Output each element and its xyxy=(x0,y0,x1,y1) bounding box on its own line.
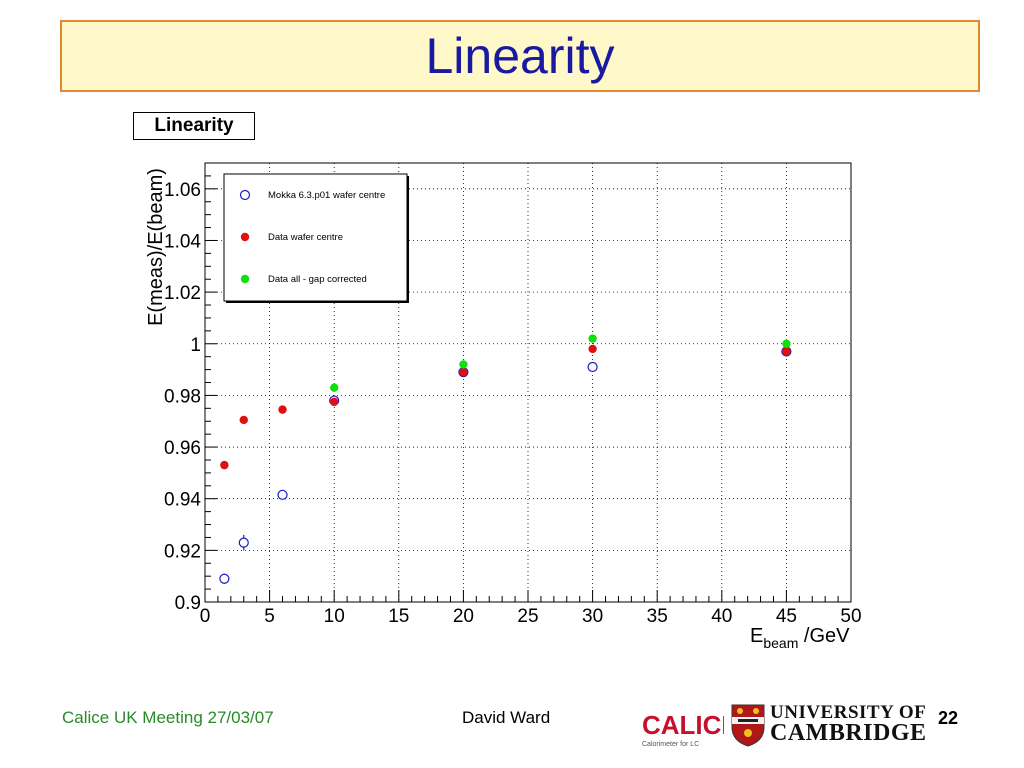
y-tick-label: 1.06 xyxy=(164,180,201,201)
y-tick-label: 0.96 xyxy=(164,438,201,459)
x-tick-label: 25 xyxy=(517,606,538,627)
y-tick-label: 1.02 xyxy=(164,283,201,304)
data-point-wafer-centre xyxy=(330,397,339,407)
data-point-mokka xyxy=(238,537,249,548)
x-tick-label: 0 xyxy=(200,606,211,627)
data-point-mokka xyxy=(277,489,288,500)
y-tick-label: 0.9 xyxy=(175,593,201,614)
cambridge-logo: UNIVERSITY OF CAMBRIDGE xyxy=(730,702,936,748)
cambridge-crest-icon xyxy=(731,704,765,747)
x-tick-label: 50 xyxy=(840,606,861,627)
data-point-wafer-centre xyxy=(220,460,229,470)
legend-marker xyxy=(240,274,250,284)
y-tick-label: 0.98 xyxy=(164,386,201,407)
data-point-gap-corrected xyxy=(330,383,339,392)
x-axis-label: Ebeam /GeV xyxy=(750,625,850,651)
x-tick-label: 10 xyxy=(324,606,345,627)
data-point-wafer-centre xyxy=(239,415,248,425)
linearity-chart: 0 5 10 15 20 25 30 35 40 45 50 0.9 0.92 0.94 0.96 0.98 1… xyxy=(145,162,862,651)
calice-logo-subtitle: Calorimeter for LC xyxy=(642,741,699,748)
data-point-wafer-centre xyxy=(588,344,597,354)
x-tick-label: 40 xyxy=(711,606,732,627)
data-point-mokka xyxy=(219,573,230,584)
data-point-gap-corrected xyxy=(588,334,597,343)
legend-marker xyxy=(239,189,251,201)
x-tick-label: 15 xyxy=(388,606,409,627)
data-point-wafer-centre xyxy=(278,405,287,414)
y-tick-label: 1.04 xyxy=(164,231,201,252)
legend-box xyxy=(223,173,408,302)
calice-logo: CALICE Calorimeter for LC xyxy=(642,710,724,748)
y-tick-label: 1 xyxy=(190,335,201,356)
footer-meeting: Calice UK Meeting 27/03/07 xyxy=(62,708,274,727)
slide-title: Linearity xyxy=(425,28,615,84)
x-tick-label: 30 xyxy=(582,606,603,627)
data-point-wafer-centre xyxy=(459,367,468,377)
y-tick-label: 0.92 xyxy=(164,541,201,562)
y-tick-label: 0.94 xyxy=(164,490,201,511)
x-tick-label: 35 xyxy=(647,606,668,627)
x-tick-label: 20 xyxy=(453,606,474,627)
legend-entry: Data all - gap corrected xyxy=(268,274,367,285)
data-point-gap-corrected xyxy=(459,360,468,369)
legend-entry: Data wafer centre xyxy=(268,232,343,243)
legend-entry: Mokka 6.3.p01 wafer centre xyxy=(268,190,385,201)
page-number: 22 xyxy=(938,708,959,728)
x-tick-label: 5 xyxy=(264,606,275,627)
y-axis-label: E(meas)/E(beam) xyxy=(145,168,167,326)
slide-title-box: Linearity xyxy=(60,20,980,92)
data-point-wafer-centre xyxy=(782,347,791,356)
legend-marker xyxy=(240,232,250,242)
cambridge-logo-line2: CAMBRIDGE xyxy=(770,720,927,746)
x-tick-label: 45 xyxy=(776,606,797,627)
plot-title: Linearity xyxy=(133,112,255,140)
footer-author: David Ward xyxy=(462,708,551,727)
data-point-gap-corrected xyxy=(782,339,791,348)
data-point-mokka xyxy=(587,361,598,373)
cambridge-logo-line1: UNIVERSITY OF xyxy=(770,702,927,723)
calice-logo-text: CALICE xyxy=(642,710,724,740)
